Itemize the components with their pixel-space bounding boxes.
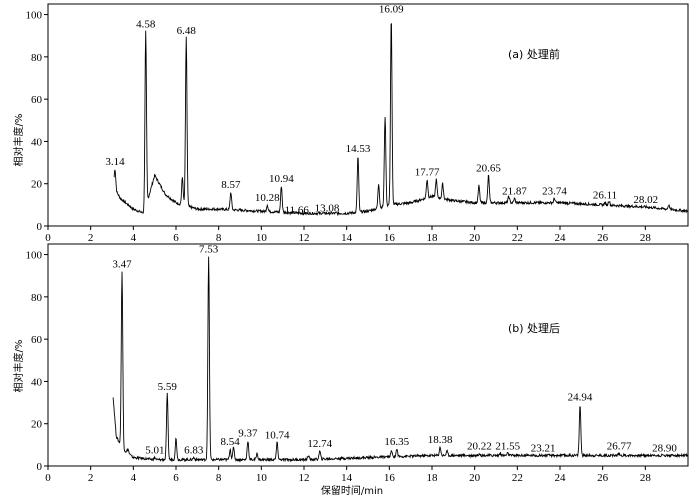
y-tick-label-after: 80	[31, 292, 43, 304]
peak-label-before: 16.09	[379, 4, 404, 16]
peak-label-after: 24.94	[568, 392, 593, 404]
peak-label-before: 11.66	[285, 205, 310, 217]
peak-label-after: 9.37	[238, 428, 258, 440]
peak-label-after: 5.01	[145, 445, 164, 457]
y-tick-label-after: 60	[31, 334, 43, 346]
x-tick-label-after: 2	[88, 472, 94, 484]
peak-label-before: 10.94	[269, 173, 294, 185]
y-tick-label-after: 100	[26, 250, 43, 262]
x-tick-label-before: 20	[469, 232, 481, 244]
x-tick-label-after: 26	[597, 472, 609, 484]
peak-label-before: 20.65	[476, 162, 501, 174]
x-tick-label-before: 26	[597, 232, 609, 244]
x-tick-label-after: 28	[640, 472, 652, 484]
x-tick-label-before: 6	[173, 232, 179, 244]
peak-label-after: 6.83	[184, 445, 204, 457]
x-tick-label-before: 14	[341, 232, 353, 244]
x-tick-label-after: 0	[45, 472, 51, 484]
x-tick-label-after: 18	[427, 472, 439, 484]
x-tick-label-before: 10	[256, 232, 268, 244]
y-tick-label-before: 20	[31, 179, 43, 191]
x-tick-label-before: 28	[640, 232, 652, 244]
y-axis-title-before: 相对丰度/%	[12, 114, 25, 167]
x-tick-label-before: 22	[512, 232, 523, 244]
x-tick-label-before: 24	[555, 232, 567, 244]
y-tick-label-after: 0	[37, 461, 43, 473]
x-tick-label-after: 20	[469, 472, 481, 484]
peak-label-after: 10.74	[265, 430, 290, 442]
panel-title-after: (b) 处理后	[508, 322, 560, 335]
x-tick-label-before: 8	[216, 232, 222, 244]
y-tick-label-before: 100	[26, 10, 43, 22]
x-tick-label-before: 0	[45, 232, 51, 244]
x-axis-after: 0 2 4 6 8 10 12 14 16 18 20 22 24 26 28	[45, 466, 651, 484]
y-axis-after: 0 20 40 60 80 100	[26, 250, 48, 473]
peak-label-before: 21.87	[502, 186, 527, 198]
peak-label-before: 3.14	[105, 156, 125, 168]
plot-frame-before	[47, 3, 689, 227]
x-tick-label-before: 16	[384, 232, 396, 244]
peak-label-after: 18.38	[428, 434, 453, 446]
y-tick-label-before: 80	[31, 52, 43, 64]
peak-label-after: 7.53	[199, 244, 219, 256]
x-tick-label-after: 24	[555, 472, 567, 484]
chromatogram-line-after	[112, 256, 689, 463]
peak-label-after: 20.22	[467, 440, 492, 452]
peak-label-before: 28.02	[633, 194, 658, 206]
y-tick-label-before: 60	[31, 94, 43, 106]
chromatogram-line-before	[113, 23, 689, 217]
x-tick-label-after: 4	[131, 472, 137, 484]
panel-title-before: (a) 处理前	[508, 47, 560, 61]
peak-label-after: 12.74	[307, 438, 332, 450]
x-tick-label-before: 12	[299, 232, 310, 244]
x-axis-title: 保留时间/min	[321, 484, 383, 497]
peak-label-before: 23.74	[542, 186, 567, 198]
x-tick-label-after: 6	[173, 472, 179, 484]
peak-labels-after: 3.47 5.01 5.59 6.83 7.53 8.549.37 10.74 12.74 16…	[112, 244, 677, 457]
peak-label-before: 13.08	[315, 202, 340, 214]
x-tick-label-after: 12	[299, 472, 310, 484]
peak-label-after: 3.47	[112, 258, 132, 270]
x-tick-label-after: 8	[216, 472, 222, 484]
y-tick-label-before: 0	[37, 221, 43, 233]
y-tick-label-after: 40	[31, 376, 43, 388]
peak-label-before: 26.11	[593, 190, 617, 202]
x-axis-before: 0 2 4 6 8 10 12 14 16 18 20 22 24 26 28	[45, 226, 651, 244]
peak-label-before: 14.53	[346, 143, 371, 155]
peak-label-before: 10.28	[255, 192, 280, 204]
chromatogram-trace-after	[112, 256, 689, 463]
x-tick-label-after: 22	[512, 472, 523, 484]
x-tick-label-after: 10	[256, 472, 268, 484]
plot-frame-after	[47, 243, 689, 467]
x-tick-label-before: 18	[427, 232, 439, 244]
peak-label-before: 17.77	[415, 166, 440, 178]
x-tick-label-after: 14	[341, 472, 353, 484]
peak-label-after: 28.90	[652, 442, 677, 454]
peak-label-after: 5.59	[158, 381, 178, 393]
peak-label-after: 26.77	[607, 440, 632, 452]
x-tick-label-before: 2	[88, 232, 94, 244]
x-tick-label-before: 4	[131, 232, 137, 244]
y-tick-label-before: 40	[31, 136, 43, 148]
peak-label-before: 6.48	[177, 25, 197, 37]
x-tick-label-after: 16	[384, 472, 396, 484]
peak-label-before: 4.58	[136, 18, 156, 30]
peak-labels-before: 3.14 4.58 6.48 8.57 10.28 10.94 11.66 13.08 14.5…	[105, 4, 658, 217]
peak-label-after: 8.54	[221, 436, 241, 448]
chromatogram-trace-before	[113, 23, 689, 217]
y-axis-before: 0 20 40 60 80 100	[26, 10, 48, 233]
peak-label-after: 23.21	[531, 442, 556, 454]
peak-label-after: 16.35	[384, 436, 409, 448]
y-axis-title-after: 相对丰度/%	[12, 340, 25, 393]
y-tick-label-after: 20	[31, 419, 43, 431]
peak-label-before: 8.57	[221, 179, 241, 191]
peak-label-after: 21.55	[495, 440, 520, 452]
